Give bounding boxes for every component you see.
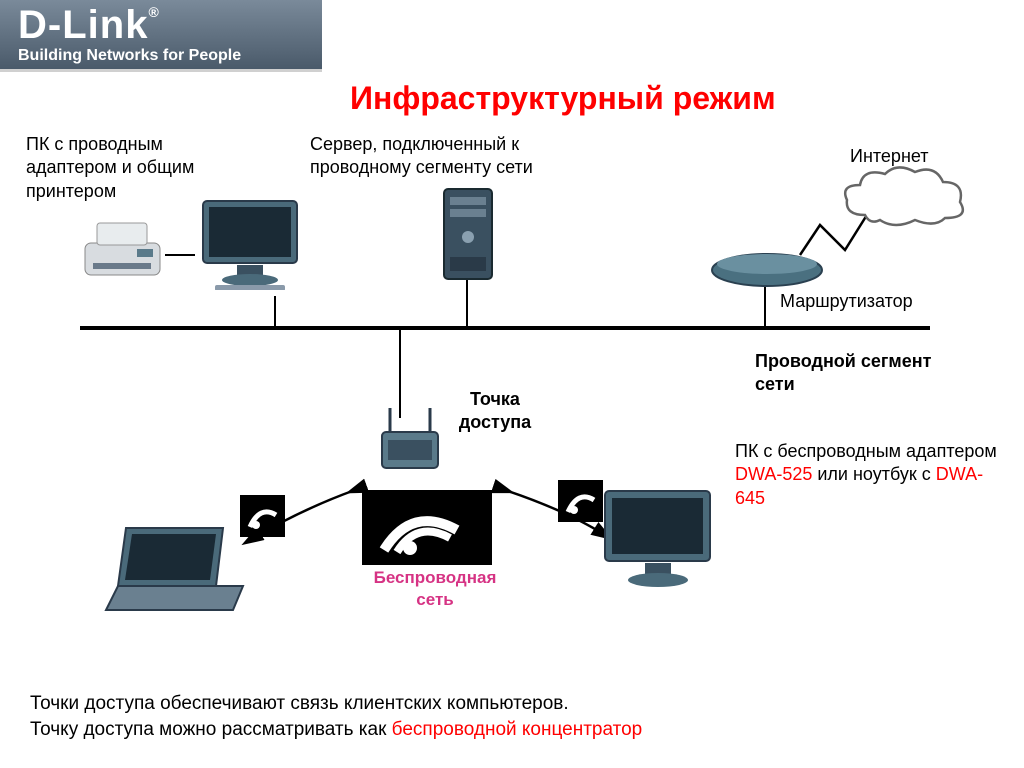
server-icon	[438, 185, 498, 285]
access-point-icon	[370, 400, 450, 475]
wireless-wave-icon	[362, 490, 492, 565]
footer-line2b: беспроводной концентратор	[392, 719, 643, 740]
cloud-icon	[835, 160, 975, 240]
pc-wireless-icon	[595, 485, 720, 593]
footer-line2: Точку доступа можно рассматривать как бе…	[30, 717, 994, 744]
laptop-icon	[98, 518, 248, 618]
footer-line1: Точки доступа обеспечивают связь клиентс…	[30, 691, 994, 718]
wave-small-icon	[240, 495, 285, 537]
footer-text: Точки доступа обеспечивают связь клиентс…	[30, 691, 994, 744]
pc-monitor-icon	[195, 195, 305, 290]
wiring-diagram	[0, 0, 1024, 768]
wave-small-icon-2	[558, 480, 603, 522]
footer-line2a: Точку доступа можно рассматривать как	[30, 719, 392, 740]
router-icon	[710, 250, 825, 290]
printer-icon	[75, 215, 170, 285]
